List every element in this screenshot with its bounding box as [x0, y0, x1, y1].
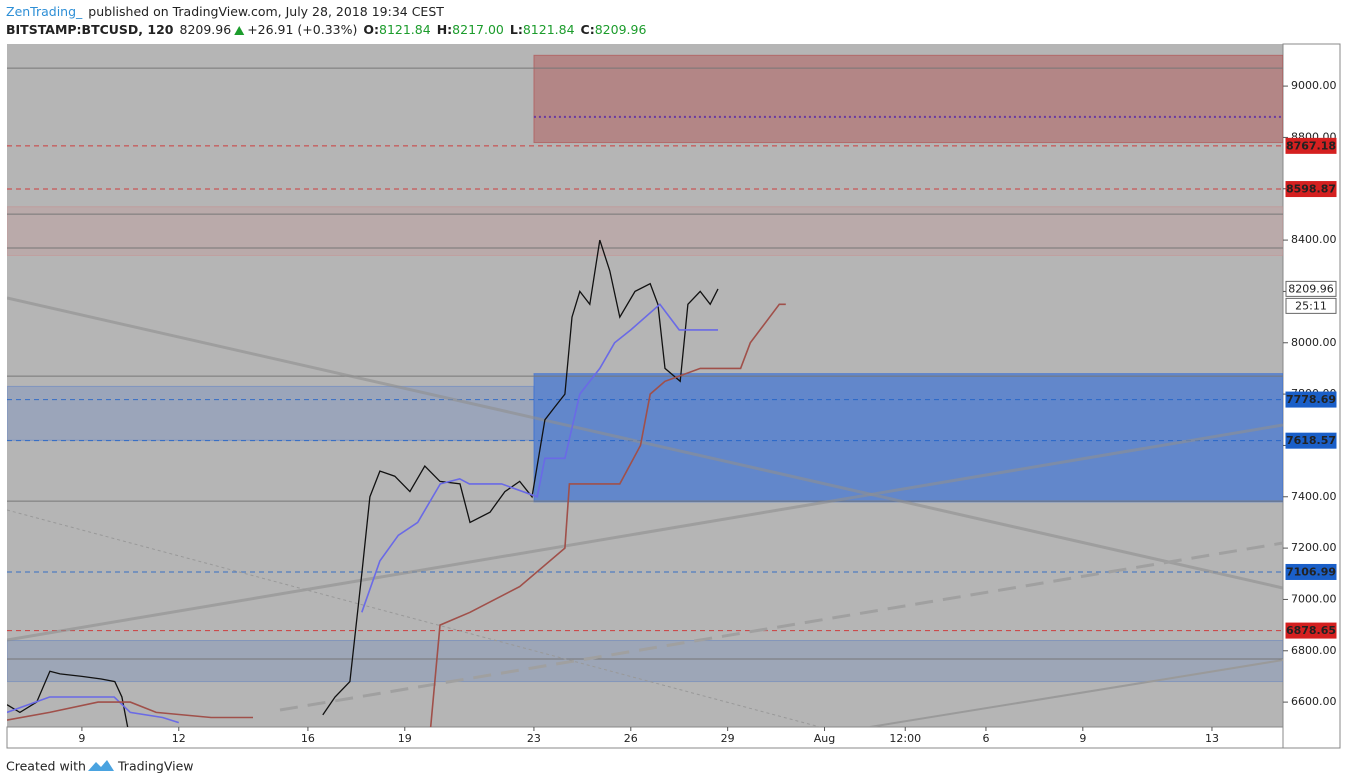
- price-label: 6878.65: [1286, 624, 1336, 637]
- price-label-box: [1285, 137, 1337, 154]
- logo: [88, 760, 114, 771]
- price-label-box: [1285, 391, 1337, 408]
- price-label-box: [1285, 563, 1337, 580]
- x-tick-label: 9: [1079, 732, 1086, 745]
- zone: [7, 640, 1283, 683]
- price-label: 8598.87: [1286, 183, 1336, 196]
- price-label: 8209.96: [1288, 282, 1334, 295]
- price-label-box: [1285, 280, 1337, 297]
- trend-line: [7, 296, 1283, 590]
- x-tick-label: Aug: [814, 732, 835, 745]
- y-tick-label: 7200.00: [1291, 541, 1337, 554]
- high: 8217.00: [452, 22, 504, 37]
- price-label: 7778.69: [1286, 393, 1336, 406]
- open: 8121.84: [379, 22, 431, 37]
- high-label: H:: [437, 22, 452, 37]
- trend-line: [7, 509, 821, 727]
- series-line: [7, 239, 719, 727]
- low: 8121.84: [523, 22, 575, 37]
- footer-brand[interactable]: TradingView: [117, 759, 194, 774]
- price-label: 8767.18: [1286, 139, 1336, 152]
- x-tick-label: 16: [301, 732, 315, 745]
- x-tick-label: 12:00: [889, 732, 921, 745]
- price-label-box: [1285, 622, 1337, 639]
- published: published on TradingView.com, July 28, 2…: [88, 4, 444, 19]
- x-tick-label: 6: [982, 732, 989, 745]
- time-axis: [6, 726, 1284, 749]
- trend-line: [279, 541, 1283, 712]
- series-line: [7, 303, 718, 724]
- y-tick-label: 6600.00: [1291, 695, 1337, 708]
- price-label-box: [1285, 297, 1337, 314]
- x-tick-label: 13: [1205, 732, 1219, 745]
- x-tick-label: 19: [398, 732, 412, 745]
- zone: [7, 206, 1283, 256]
- change: +26.91 (+0.33%): [247, 22, 357, 37]
- up-arrow: [234, 26, 245, 35]
- header-line-2: BITSTAMP:BTCUSD, 120 8209.96 +26.91 (+0.33…: [6, 22, 646, 37]
- price-label: 7618.57: [1286, 434, 1336, 447]
- zone: [7, 385, 535, 441]
- low-label: L:: [510, 22, 523, 37]
- author[interactable]: ZenTrading_: [6, 4, 83, 19]
- y-tick-label: 9000.00: [1291, 79, 1337, 92]
- axes: 6600.006800.007000.007200.007400.007600.…: [78, 79, 1337, 745]
- trend-line: [7, 423, 1283, 642]
- last: 8209.96: [180, 22, 232, 37]
- header-line-1: ZenTrading_ published on TradingView.com,…: [6, 4, 444, 19]
- footer-created: Created with: [6, 759, 86, 774]
- x-tick-label: 23: [527, 732, 541, 745]
- price-label-box: [1285, 181, 1337, 198]
- trend-lines: [7, 296, 1283, 727]
- x-tick-label: 29: [721, 732, 735, 745]
- y-tick-label: 8000.00: [1291, 336, 1337, 349]
- x-tick-label: 26: [624, 732, 638, 745]
- zone: [533, 54, 1283, 144]
- price-label: 25:11: [1295, 299, 1327, 312]
- close-label: C:: [581, 22, 595, 37]
- x-tick-label: 9: [78, 732, 85, 745]
- close: 8209.96: [595, 22, 647, 37]
- series: [7, 239, 786, 727]
- open-label: O:: [363, 22, 379, 37]
- y-tick-label: 7400.00: [1291, 490, 1337, 503]
- price-label-box: [1285, 432, 1337, 449]
- price-label: 7106.99: [1286, 565, 1336, 578]
- symbol: BITSTAMP:BTCUSD, 120: [6, 22, 174, 37]
- series-line: [7, 303, 786, 727]
- zone: [533, 373, 1283, 503]
- x-tick-label: 12: [172, 732, 186, 745]
- y-tick-label: 7000.00: [1291, 592, 1337, 605]
- trend-line: [869, 659, 1283, 727]
- y-tick-label: 8400.00: [1291, 233, 1337, 246]
- y-tick-label: 6800.00: [1291, 644, 1337, 657]
